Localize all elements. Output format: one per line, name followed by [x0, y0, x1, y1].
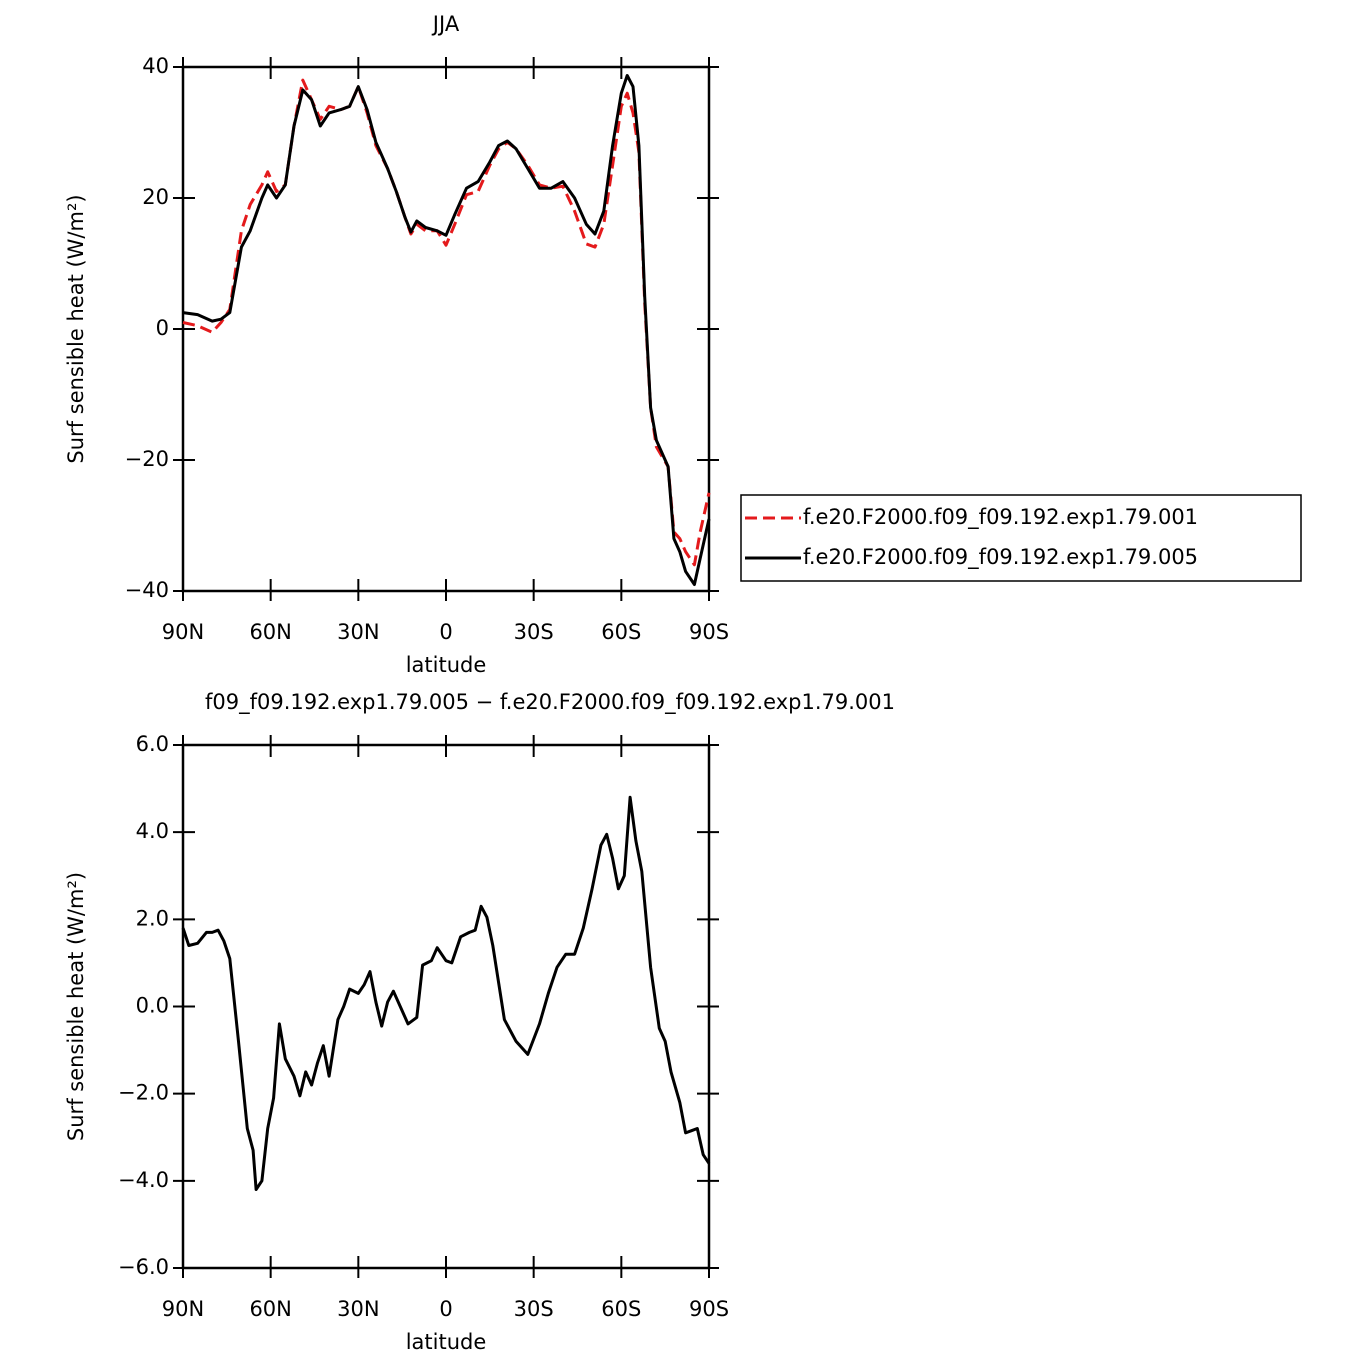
- plot-frame: [181, 743, 711, 1270]
- y-tick-label: −40: [125, 578, 169, 602]
- y-tick-label: 0.0: [136, 994, 169, 1018]
- x-tick-label: 60N: [249, 620, 291, 644]
- chart-title: JJA: [431, 12, 460, 36]
- data-line: [182, 74, 711, 586]
- y-tick-label: 4.0: [136, 819, 169, 843]
- x-axis-label: latitude: [406, 653, 487, 677]
- y-tick-label: −4.0: [118, 1168, 169, 1192]
- chart-title: f09_f09.192.exp1.79.005 − f.e20.F2000.f0…: [205, 690, 895, 715]
- y-axis-label: Surf sensible heat (W/m²): [64, 194, 88, 463]
- x-axis-label: latitude: [406, 1330, 487, 1354]
- y-axis-label: Surf sensible heat (W/m²): [64, 872, 88, 1141]
- x-tick-label: 90S: [689, 620, 729, 644]
- x-tick-label: 0: [439, 620, 452, 644]
- plot-frame: [181, 65, 711, 593]
- y-tick-label: 2.0: [136, 906, 169, 930]
- x-tick-label: 30S: [514, 1297, 554, 1321]
- legend-box: [740, 494, 1302, 582]
- y-tick-label: 0: [156, 316, 169, 340]
- legend-label: f.e20.F2000.f09_f09.192.exp1.79.005: [803, 545, 1198, 570]
- x-tick-label: 90S: [689, 1297, 729, 1321]
- x-tick-label: 90N: [162, 1297, 204, 1321]
- x-tick-label: 90N: [162, 620, 204, 644]
- x-tick-label: 0: [439, 1297, 452, 1321]
- y-tick-label: −2.0: [118, 1081, 169, 1105]
- y-tick-label: 40: [142, 54, 169, 78]
- y-tick-label: 6.0: [136, 732, 169, 756]
- x-tick-label: 30N: [337, 1297, 379, 1321]
- x-tick-label: 60S: [601, 620, 641, 644]
- data-line: [182, 78, 711, 567]
- x-tick-label: 30S: [514, 620, 554, 644]
- y-tick-label: 20: [142, 185, 169, 209]
- x-tick-label: 60S: [601, 1297, 641, 1321]
- y-tick-label: −20: [125, 447, 169, 471]
- x-tick-label: 60N: [249, 1297, 291, 1321]
- y-tick-label: −6.0: [118, 1255, 169, 1279]
- x-tick-label: 30N: [337, 620, 379, 644]
- data-line: [181, 795, 711, 1191]
- legend-label: f.e20.F2000.f09_f09.192.exp1.79.001: [803, 505, 1198, 530]
